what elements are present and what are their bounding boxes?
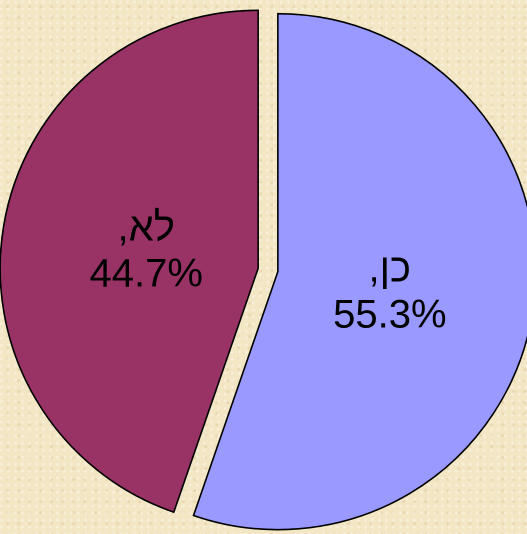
slice-category-label-2: לא,: [117, 206, 174, 250]
pie-slice-1: [192, 12, 527, 531]
pie-labels: כן,55.3% לא,44.7%: [89, 206, 446, 337]
slice-category-label-1: כן,: [369, 246, 412, 290]
pie-slice-2: [0, 9, 259, 514]
pie-slices: [0, 9, 527, 531]
slice-value-label-1: 55.3%: [333, 292, 446, 336]
slice-value-label-2: 44.7%: [89, 252, 202, 296]
